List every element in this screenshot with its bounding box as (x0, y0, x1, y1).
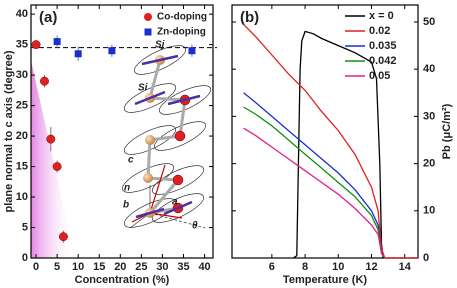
legend-label: 0.02 (369, 25, 390, 37)
legend-swatch (144, 28, 152, 36)
legend-label: Zn-doping (157, 27, 206, 38)
line (243, 127, 386, 259)
y-tick-label: 10 (423, 205, 435, 217)
legend-label: x = 0 (369, 10, 394, 22)
legend-label: 0.042 (369, 55, 397, 67)
marker (188, 47, 196, 55)
y-tick-label: 20 (423, 158, 435, 170)
marker (40, 76, 49, 86)
line (243, 92, 386, 259)
marker (53, 38, 61, 46)
y-tick-label: 50 (423, 16, 435, 28)
x-tick-label: 15 (93, 261, 105, 273)
marker (74, 50, 82, 58)
inset-label: Si (138, 83, 148, 94)
y-axis-label: Pb (μC/m²) (441, 103, 453, 159)
inset-label: c (128, 155, 134, 166)
legend-swatch (144, 13, 152, 21)
inset-label: Sj (155, 40, 165, 51)
inset-label: n (124, 183, 130, 194)
line (293, 30, 418, 259)
y-tick-label: 15 (16, 160, 28, 172)
marker (52, 162, 62, 172)
x-tick-label: 35 (177, 261, 189, 273)
y-tick-label: 0 (423, 252, 429, 264)
inset-label: θ (192, 221, 198, 232)
inset-illustration (121, 45, 212, 229)
x-tick-label: 20 (114, 261, 126, 273)
x-tick-label: 10 (332, 261, 344, 273)
y-tick-label: 30 (423, 110, 435, 122)
marker (58, 232, 68, 242)
x-tick-label: 30 (156, 261, 168, 273)
y-tick-label: 40 (16, 8, 28, 20)
y-tick-label: 0 (22, 252, 28, 264)
x-tick-label: 5 (54, 261, 60, 273)
x-axis-label: Concentration (%) (75, 274, 170, 286)
inset-label: b (123, 200, 129, 211)
x-tick-label: 6 (269, 261, 275, 273)
y-tick-label: 25 (16, 99, 28, 111)
y-tick-label: 35 (16, 39, 28, 51)
y-tick-label: 10 (16, 191, 28, 203)
y-tick-label: 5 (22, 221, 28, 233)
marker (108, 47, 116, 55)
y-tick-label: 30 (16, 69, 28, 81)
x-axis-label: Temperature (K) (283, 274, 367, 286)
x-tick-label: 8 (302, 261, 308, 273)
x-tick-label: 25 (135, 261, 147, 273)
plot-frame (30, 4, 214, 259)
x-tick-label: 0 (33, 261, 39, 273)
inset-label: a (172, 197, 178, 208)
marker (46, 134, 56, 144)
y-tick-label: 20 (16, 130, 28, 142)
line (243, 106, 386, 259)
x-tick-label: 14 (399, 261, 412, 273)
shading (31, 60, 75, 258)
y-tick-label: 40 (423, 63, 435, 75)
legend-label: 0.05 (369, 70, 390, 82)
legend-label: 0.035 (369, 40, 397, 52)
legend-label: Co-doping (157, 12, 207, 23)
y-axis-label: plane normal to c axis (degree) (3, 50, 15, 212)
x-tick-label: 12 (365, 261, 377, 273)
x-tick-label: 10 (72, 261, 84, 273)
panel-label: (a) (39, 9, 57, 26)
panel-label: (b) (240, 9, 259, 26)
marker (31, 40, 41, 50)
plot-frame (231, 4, 419, 259)
x-tick-label: 40 (198, 261, 210, 273)
